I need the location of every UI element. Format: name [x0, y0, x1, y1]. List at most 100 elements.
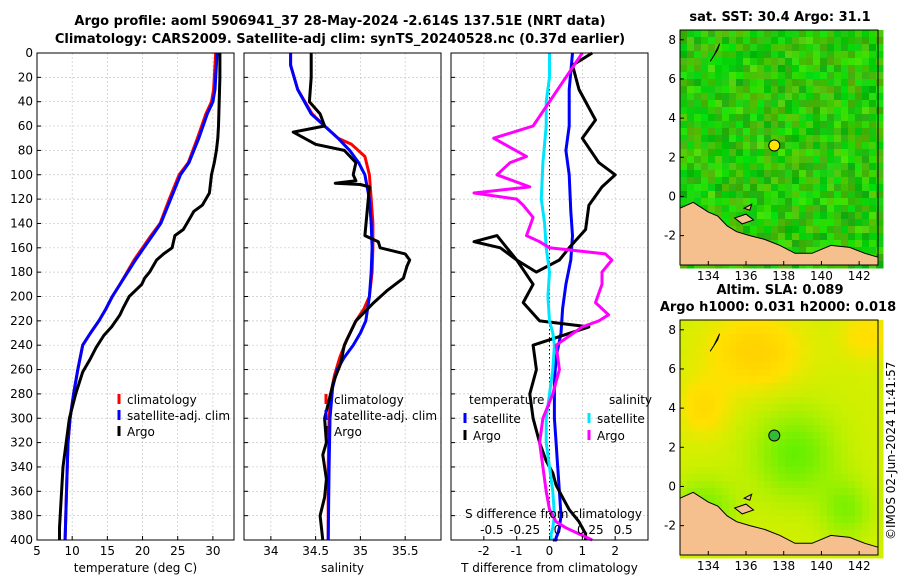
- sst_map-cell: [687, 72, 695, 80]
- sla_map-cell: [729, 397, 737, 405]
- sla_map-cell: [757, 411, 765, 419]
- sla_map-cell: [841, 348, 849, 356]
- sst_map-xtick-label: 138: [772, 269, 795, 283]
- sst_map-cell: [757, 79, 765, 87]
- sla_map-cell: [862, 460, 870, 468]
- sla_map-cell: [834, 530, 842, 538]
- sst_map-cell: [785, 121, 793, 129]
- sla_map-cell: [743, 418, 751, 426]
- sst_map-cell: [757, 212, 765, 220]
- sla_map-cell: [680, 362, 688, 370]
- sst_map-cell: [862, 149, 870, 157]
- sst_map-cell: [855, 142, 863, 150]
- depth-tick-label: 320: [10, 436, 33, 450]
- sla_map-cell: [694, 432, 702, 440]
- depth-tick-label: 160: [10, 241, 33, 255]
- sst_map-cell: [841, 191, 849, 199]
- sla_map-cell: [827, 362, 835, 370]
- sst_map-cell: [687, 121, 695, 129]
- sla_map-xtick-label: 142: [848, 559, 871, 573]
- sla_map-cell: [869, 502, 877, 510]
- sla_map-cell: [687, 355, 695, 363]
- sst_map-cell: [799, 58, 807, 66]
- sla_map-cell: [792, 425, 800, 433]
- difference-plot: [450, 51, 649, 542]
- sst_map-cell: [848, 51, 856, 59]
- sla_map-cell: [764, 460, 772, 468]
- sst_map-cell: [764, 128, 772, 136]
- sla_map-cell: [785, 467, 793, 475]
- sla_map-cell: [869, 348, 877, 356]
- sst_map-cell: [820, 114, 828, 122]
- sla_map-cell: [869, 418, 877, 426]
- sla_map-cell: [757, 404, 765, 412]
- sst_map-cell: [799, 149, 807, 157]
- sst_map-cell: [834, 149, 842, 157]
- sla_map-cell: [743, 383, 751, 391]
- sla_map-cell: [827, 460, 835, 468]
- sst_map-cell: [792, 58, 800, 66]
- sst_map-cell: [743, 79, 751, 87]
- sst_map-cell: [841, 142, 849, 150]
- sst_map-cell: [792, 240, 800, 248]
- sla_map-cell: [694, 404, 702, 412]
- sla_map-cell: [715, 488, 723, 496]
- sla_map-cell: [687, 327, 695, 335]
- sla_map-cell: [785, 474, 793, 482]
- sla_map-cell: [792, 460, 800, 468]
- sla_map-cell: [876, 446, 884, 454]
- sla_map-cell: [785, 446, 793, 454]
- sla_map-cell: [743, 327, 751, 335]
- sst_map-cell: [771, 163, 779, 171]
- sst_map-cell: [680, 107, 688, 115]
- sla_map-cell: [708, 327, 716, 335]
- sla_map-cell: [764, 369, 772, 377]
- sla_map-cell: [820, 467, 828, 475]
- sla_map-cell: [806, 355, 814, 363]
- sla_map-cell: [869, 460, 877, 468]
- sla_map-cell: [813, 439, 821, 447]
- sst_map-cell: [792, 107, 800, 115]
- sst_map-cell: [806, 247, 814, 255]
- sst_map-cell: [778, 212, 786, 220]
- sst_map-cell: [792, 51, 800, 59]
- sst_map-cell: [813, 184, 821, 192]
- sst_map-cell: [862, 93, 870, 101]
- sst_map-cell: [862, 142, 870, 150]
- sst_map-cell: [820, 51, 828, 59]
- sla_map-cell: [876, 439, 884, 447]
- sla_map-cell: [778, 453, 786, 461]
- sst_map-cell: [722, 163, 730, 171]
- sla_map-cell: [813, 502, 821, 510]
- sla_map-cell: [764, 467, 772, 475]
- sst_map-cell: [736, 107, 744, 115]
- map2-title-line2: Argo h1000: 0.031 h2000: 0.018: [659, 300, 897, 315]
- sst_map-cell: [834, 219, 842, 227]
- sst_map-cell: [771, 72, 779, 80]
- sla_map-cell: [792, 327, 800, 335]
- sst_map-cell: [750, 163, 758, 171]
- sla_map-cell: [708, 432, 716, 440]
- sla_map-cell: [799, 404, 807, 412]
- sla_map-cell: [715, 418, 723, 426]
- sst_map-cell: [778, 135, 786, 143]
- sla_map-cell: [764, 474, 772, 482]
- sst_map-cell: [848, 198, 856, 206]
- sla_map-cell: [806, 404, 814, 412]
- sst_map-cell: [862, 184, 870, 192]
- sla_map-cell: [785, 439, 793, 447]
- sla_map-cell: [771, 390, 779, 398]
- sla_map-cell: [806, 537, 814, 545]
- sst_map-cell: [799, 44, 807, 52]
- sla_map-cell: [813, 355, 821, 363]
- sla_map-cell: [855, 516, 863, 524]
- sst_map-cell: [855, 58, 863, 66]
- sst_map-cell: [701, 184, 709, 192]
- figure-title-line2: Climatology: CARS2009. Satellite-adj cli…: [54, 32, 626, 47]
- sst_map-cell: [799, 177, 807, 185]
- sla_map-cell: [771, 474, 779, 482]
- sst_map-cell: [862, 233, 870, 241]
- sst_map-cell: [876, 233, 884, 241]
- sla_map-cell: [806, 362, 814, 370]
- sst_map-cell: [834, 191, 842, 199]
